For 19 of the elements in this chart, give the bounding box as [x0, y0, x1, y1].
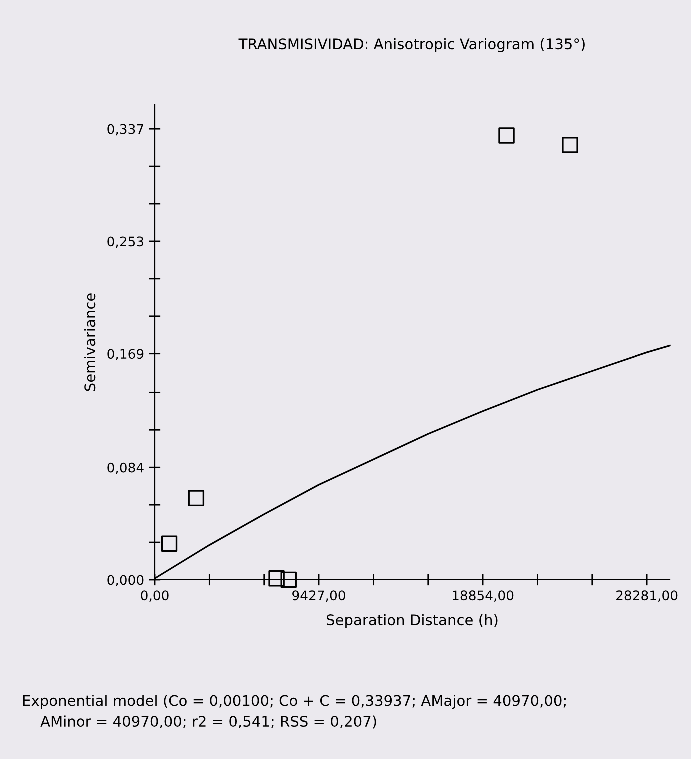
point [268, 570, 285, 587]
y-tick-label: 0,000 [108, 575, 144, 587]
point [498, 128, 515, 144]
x-axis-title: Separation Distance (h) [326, 614, 498, 628]
point [161, 536, 178, 552]
point [562, 137, 578, 154]
x-tick-label: 18854,00 [453, 590, 514, 602]
y-tick-label: 0,253 [108, 236, 144, 248]
text: Exponential model (Co = 0,00100; Co + C = 0,33937; AMajor = 40970,00; AMinor = 40970,00; r2 = 0,541; RSS = 0,207) [23, 695, 566, 729]
chart-title: TRANSMISIVIDAD: Anisotropic Variogram (135°) [238, 38, 585, 52]
point [188, 490, 205, 506]
point [280, 572, 297, 588]
y-axis-title: Semivariance [84, 294, 96, 392]
y-tick-label: 0,084 [108, 462, 144, 474]
y-tick-label: 0,169 [108, 349, 144, 360]
y-tick-label: 0,337 [108, 124, 144, 136]
x-tick-label: 9427,00 [292, 590, 346, 602]
x-tick-label: 0,00 [141, 590, 169, 602]
x-tick-label: 28281,00 [616, 590, 678, 602]
